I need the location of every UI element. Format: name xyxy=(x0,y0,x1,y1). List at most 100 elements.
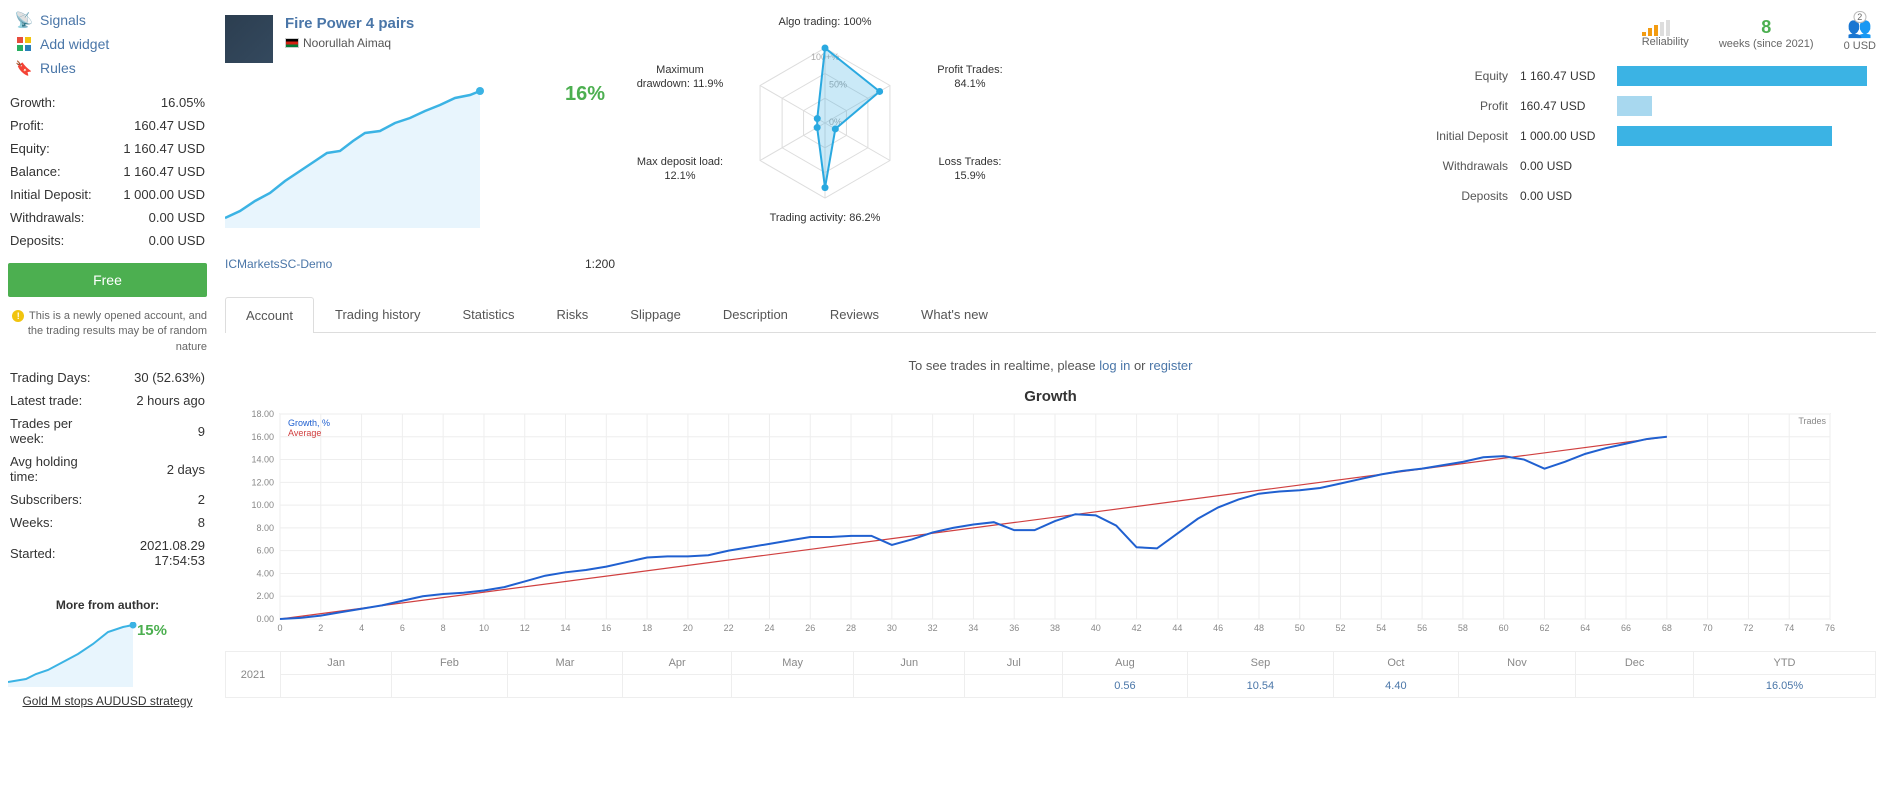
mini-chart[interactable]: 15% xyxy=(8,622,207,692)
svg-text:Trades: Trades xyxy=(1798,416,1826,426)
bar-stat-row: Profit 160.47 USD xyxy=(1418,92,1874,120)
svg-text:2.00: 2.00 xyxy=(256,591,274,601)
sidebar-link-add-widget[interactable]: Add widget xyxy=(8,32,207,56)
tabs: AccountTrading historyStatisticsRisksSli… xyxy=(225,296,1876,333)
svg-text:70: 70 xyxy=(1703,623,1713,633)
tab-trading-history[interactable]: Trading history xyxy=(314,296,442,332)
badges-row: Reliability 8 weeks (since 2021) 👥2 0 US… xyxy=(1642,15,1876,52)
stat-value: 1 160.47 USD xyxy=(108,161,205,182)
svg-text:62: 62 xyxy=(1539,623,1549,633)
stat-row: Started:2021.08.29 17:54:53 xyxy=(10,535,205,571)
stat-row: Weeks:8 xyxy=(10,512,205,533)
month-value xyxy=(507,675,623,698)
stat-label: Avg holding time: xyxy=(10,451,101,487)
tab-statistics[interactable]: Statistics xyxy=(441,296,535,332)
stat-label: Withdrawals: xyxy=(10,207,106,228)
radar-svg: 0%50%100+% xyxy=(635,15,1015,225)
sidebar-link-signals[interactable]: 📡 Signals xyxy=(8,8,207,32)
mini-chart-pct: 15% xyxy=(137,622,167,639)
stat-value: 1 000.00 USD xyxy=(108,184,205,205)
stat-label: Trading Days: xyxy=(10,367,101,388)
stat-row: Profit:160.47 USD xyxy=(10,115,205,136)
month-cell: Feb xyxy=(392,652,508,675)
reliability-bars-icon xyxy=(1642,20,1689,36)
tab-what-s-new[interactable]: What's new xyxy=(900,296,1009,332)
tab-reviews[interactable]: Reviews xyxy=(809,296,900,332)
header-growth-svg xyxy=(225,83,495,228)
stat-row: Avg holding time:2 days xyxy=(10,451,205,487)
badge-weeks: 8 weeks (since 2021) xyxy=(1719,17,1814,50)
bar-stat-row: Equity 1 160.47 USD xyxy=(1418,62,1874,90)
month-cell: Oct xyxy=(1334,652,1458,675)
svg-text:36: 36 xyxy=(1009,623,1019,633)
stat-label: Deposits: xyxy=(10,230,106,251)
register-link[interactable]: register xyxy=(1149,358,1192,373)
login-link[interactable]: log in xyxy=(1099,358,1130,373)
broker-name[interactable]: ICMarketsSC-Demo xyxy=(225,257,332,271)
stat-row: Equity:1 160.47 USD xyxy=(10,138,205,159)
bar-stat-row: Deposits 0.00 USD xyxy=(1418,182,1874,210)
mini-chart-link[interactable]: Gold M stops AUDUSD strategy xyxy=(8,694,207,708)
tab-slippage[interactable]: Slippage xyxy=(609,296,702,332)
sidebar-link-label: Add widget xyxy=(40,36,109,52)
bar-fill xyxy=(1617,126,1832,146)
stat-value: 2 hours ago xyxy=(103,390,205,411)
month-value: 16.05% xyxy=(1694,675,1876,698)
month-cell: Sep xyxy=(1187,652,1334,675)
svg-text:12.00: 12.00 xyxy=(251,477,274,487)
month-value xyxy=(732,675,854,698)
svg-text:18: 18 xyxy=(642,623,652,633)
svg-text:46: 46 xyxy=(1213,623,1223,633)
stat-label: Balance: xyxy=(10,161,106,182)
radar-label-loss: Loss Trades: 15.9% xyxy=(925,155,1015,184)
stat-value: 2021.08.29 17:54:53 xyxy=(103,535,205,571)
badge-reliability: Reliability xyxy=(1642,20,1689,48)
header-growth-pct: 16% xyxy=(565,83,605,106)
people-icon: 👥2 xyxy=(1844,15,1876,40)
bar-track xyxy=(1617,66,1867,86)
free-button[interactable]: Free xyxy=(8,263,207,297)
growth-chart-area: Growth 0.002.004.006.008.0010.0012.0014.… xyxy=(225,388,1876,698)
svg-text:48: 48 xyxy=(1254,623,1264,633)
month-cell: Jun xyxy=(854,652,965,675)
stat-row: Trading Days:30 (52.63%) xyxy=(10,367,205,388)
radar-label-maxdep: Max deposit load: 12.1% xyxy=(635,155,725,184)
bar-track xyxy=(1617,96,1867,116)
mini-chart-svg xyxy=(8,622,208,687)
month-cell: Apr xyxy=(623,652,732,675)
signal-author[interactable]: Noorullah Aimaq xyxy=(285,36,414,50)
stat-value: 0.00 USD xyxy=(108,230,205,251)
svg-text:6.00: 6.00 xyxy=(256,546,274,556)
month-value xyxy=(623,675,732,698)
bookmark-icon: 🔖 xyxy=(16,60,32,76)
svg-text:4: 4 xyxy=(359,623,364,633)
bar-value: 1 160.47 USD xyxy=(1520,62,1615,90)
stat-label: Subscribers: xyxy=(10,489,101,510)
growth-chart-svg: 0.002.004.006.008.0010.0012.0014.0016.00… xyxy=(225,409,1845,644)
month-cell: Jan xyxy=(281,652,392,675)
stat-label: Profit: xyxy=(10,115,106,136)
signal-avatar xyxy=(225,15,273,63)
badge-subscribers: 👥2 0 USD xyxy=(1844,15,1876,52)
stat-label: Weeks: xyxy=(10,512,101,533)
tab-account[interactable]: Account xyxy=(225,297,314,333)
svg-text:0: 0 xyxy=(277,623,282,633)
sidebar-link-rules[interactable]: 🔖 Rules xyxy=(8,56,207,80)
svg-text:32: 32 xyxy=(928,623,938,633)
bar-track xyxy=(1617,156,1867,176)
svg-text:10.00: 10.00 xyxy=(251,500,274,510)
month-cell: Nov xyxy=(1458,652,1576,675)
bar-value: 1 000.00 USD xyxy=(1520,122,1615,150)
tab-description[interactable]: Description xyxy=(702,296,809,332)
bar-value: 0.00 USD xyxy=(1520,152,1615,180)
signal-title[interactable]: Fire Power 4 pairs xyxy=(285,15,414,32)
month-header-row: 2021JanFebMarAprMayJunJulAugSepOctNovDec… xyxy=(226,652,1876,675)
bar-label: Profit xyxy=(1418,92,1518,120)
month-cell: Mar xyxy=(507,652,623,675)
stat-value: 9 xyxy=(103,413,205,449)
stat-row: Deposits:0.00 USD xyxy=(10,230,205,251)
svg-text:52: 52 xyxy=(1336,623,1346,633)
tab-risks[interactable]: Risks xyxy=(536,296,610,332)
sidebar-link-label: Rules xyxy=(40,60,76,76)
month-value xyxy=(965,675,1063,698)
